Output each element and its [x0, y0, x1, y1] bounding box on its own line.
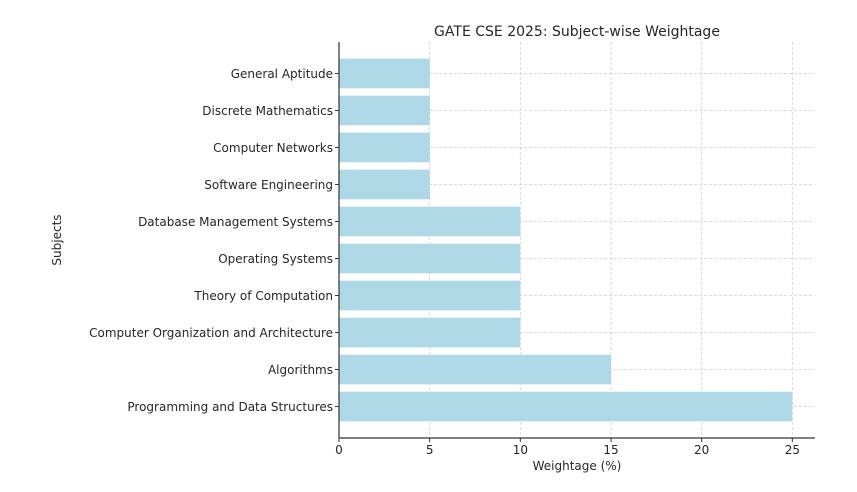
x-tick-label: 20 [694, 443, 709, 457]
y-tick-label: Computer Organization and Architecture [89, 326, 333, 340]
y-tick-labels: Programming and Data Structures Algorithm… [89, 67, 339, 414]
y-tick-label: Theory of Computation [193, 289, 333, 303]
x-tick-label: 5 [426, 443, 434, 457]
x-tick-labels: 0 5 10 15 20 25 [335, 438, 800, 457]
bar [339, 317, 521, 348]
y-tick-label: Programming and Data Structures [127, 400, 333, 414]
bar [339, 280, 521, 311]
x-tick-label: 0 [335, 443, 343, 457]
y-tick-label: General Aptitude [231, 67, 333, 81]
y-tick-label: Software Engineering [204, 178, 333, 192]
y-tick-label: Algorithms [268, 363, 333, 377]
x-tick-label: 15 [603, 443, 618, 457]
y-tick-label: Computer Networks [213, 141, 333, 155]
x-tick-label: 25 [785, 443, 800, 457]
y-tick-label: Operating Systems [218, 252, 333, 266]
y-tick-label: Database Management Systems [138, 215, 333, 229]
chart-title: GATE CSE 2025: Subject-wise Weightage [434, 24, 720, 40]
bar [339, 391, 793, 422]
bar [339, 354, 611, 385]
x-tick-label: 10 [513, 443, 528, 457]
y-axis-label: Subjects [50, 214, 64, 265]
bars [339, 58, 793, 422]
y-tick-label: Discrete Mathematics [202, 104, 333, 118]
bar [339, 243, 521, 274]
bar [339, 58, 430, 89]
bar [339, 169, 430, 200]
bar [339, 206, 521, 237]
bar [339, 132, 430, 163]
x-axis-label: Weightage (%) [533, 459, 622, 473]
bar [339, 95, 430, 126]
